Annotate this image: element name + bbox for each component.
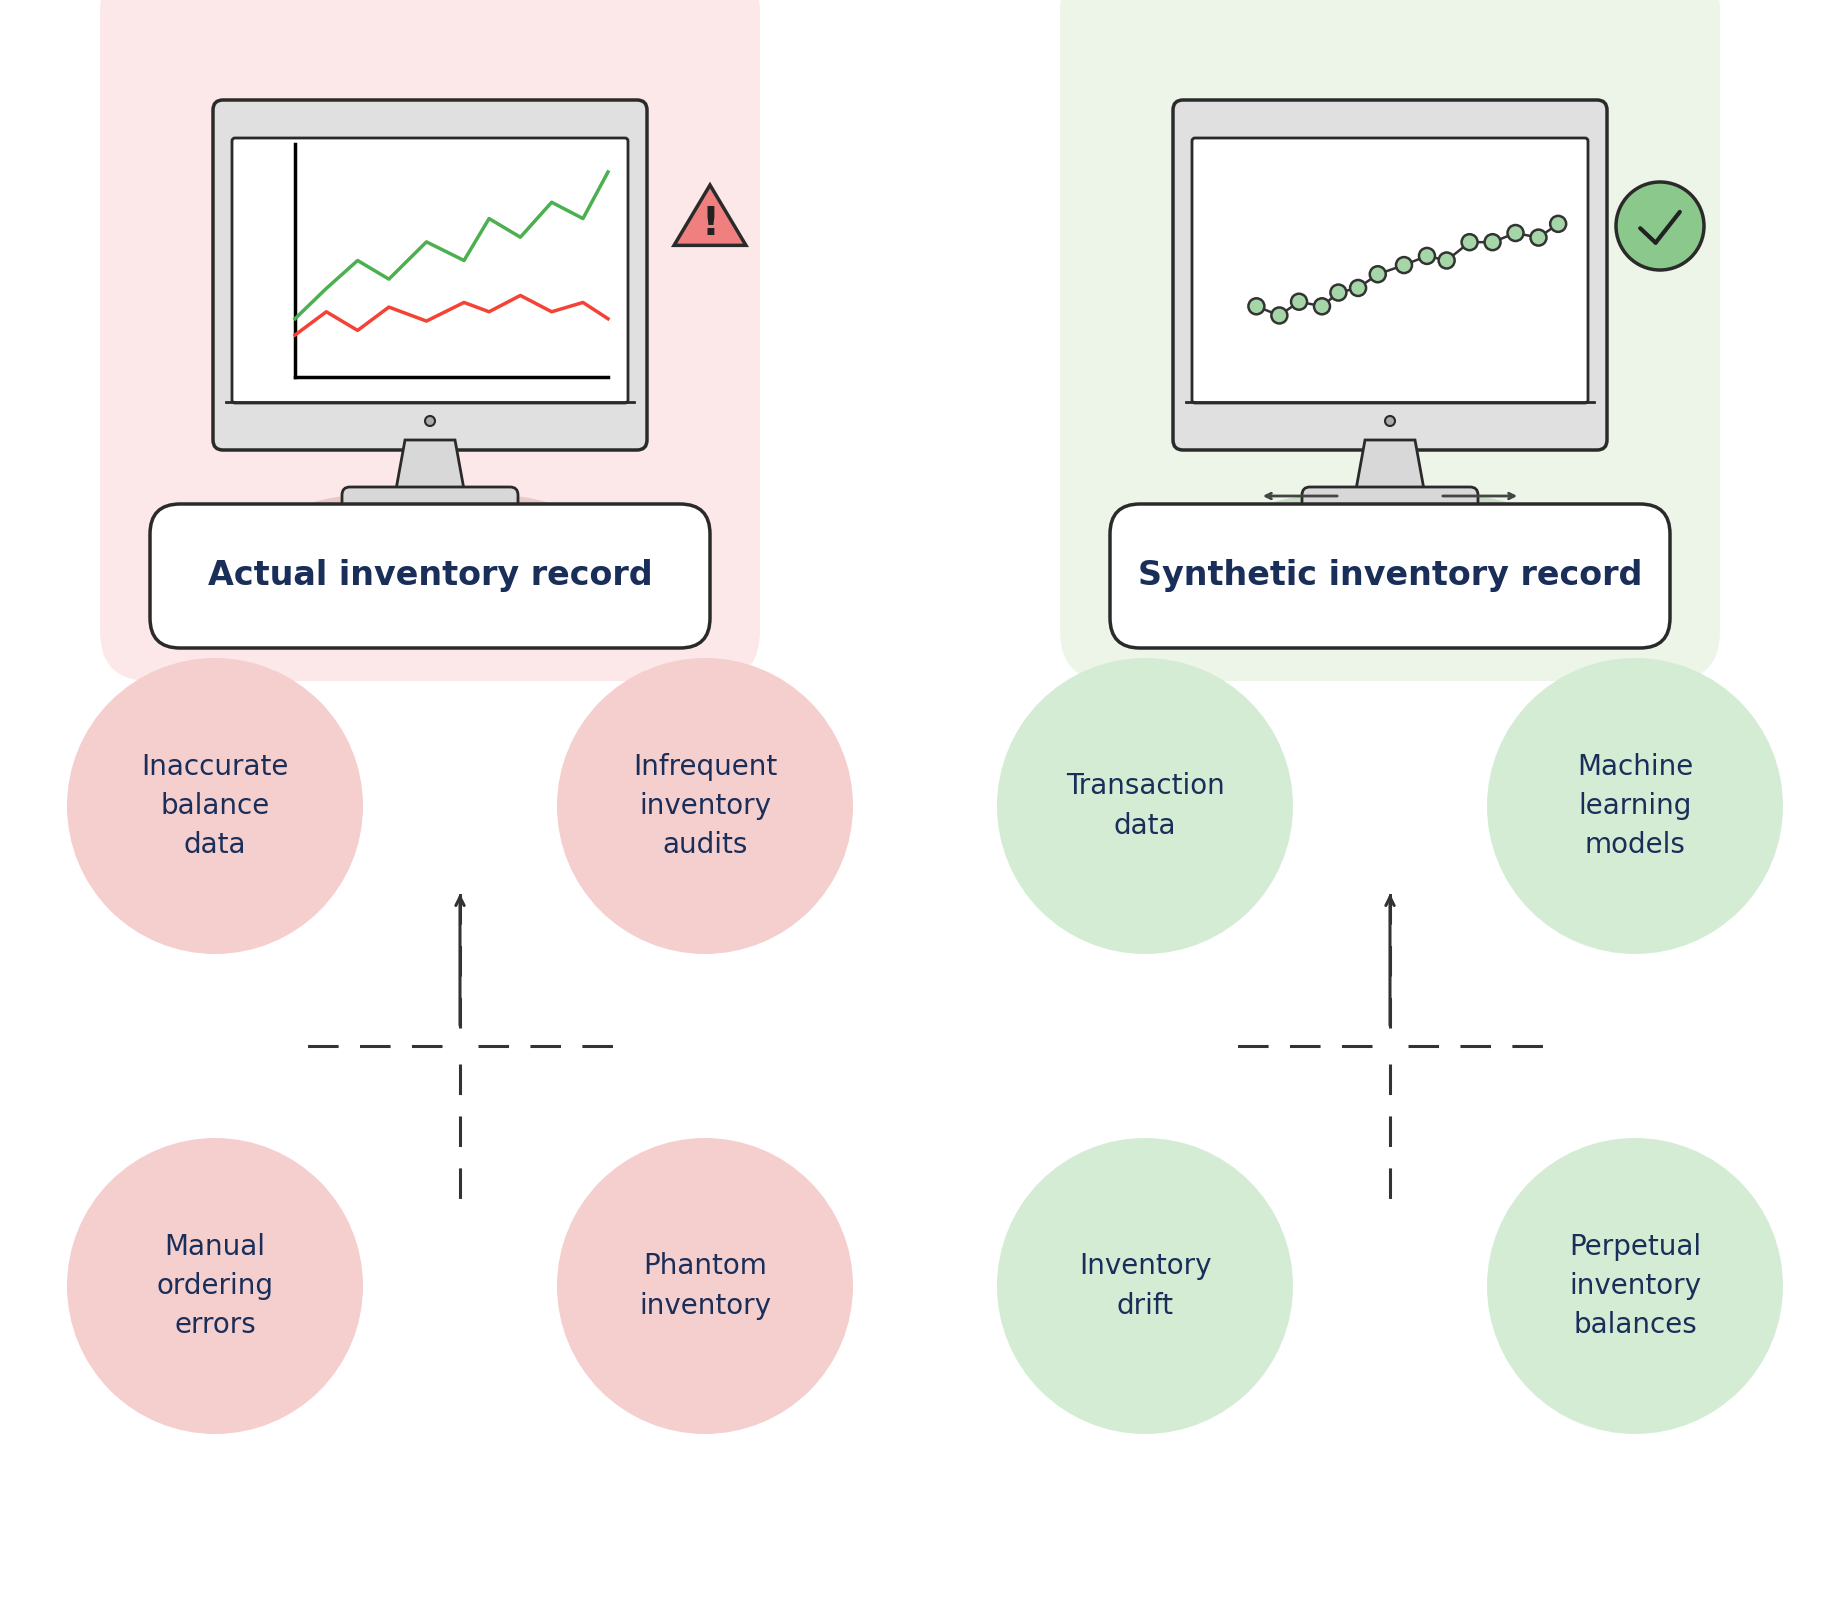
Circle shape <box>1487 1137 1782 1434</box>
Text: Transaction
data: Transaction data <box>1065 773 1224 839</box>
Circle shape <box>1331 285 1347 301</box>
Circle shape <box>997 1137 1294 1434</box>
Circle shape <box>426 416 435 425</box>
FancyBboxPatch shape <box>1109 504 1670 648</box>
Circle shape <box>1530 230 1546 245</box>
Polygon shape <box>1355 440 1425 495</box>
FancyBboxPatch shape <box>232 139 628 403</box>
Circle shape <box>557 1137 853 1434</box>
Polygon shape <box>394 440 464 495</box>
Text: Inventory
drift: Inventory drift <box>1078 1252 1211 1319</box>
Circle shape <box>1439 253 1454 269</box>
Text: !: ! <box>700 205 719 243</box>
Text: Infrequent
inventory
audits: Infrequent inventory audits <box>632 752 778 859</box>
Circle shape <box>1248 298 1264 314</box>
FancyBboxPatch shape <box>100 0 759 681</box>
FancyBboxPatch shape <box>343 487 518 520</box>
Circle shape <box>1369 266 1386 282</box>
Text: Synthetic inventory record: Synthetic inventory record <box>1137 559 1642 593</box>
Polygon shape <box>675 185 746 245</box>
Text: Inaccurate
balance
data: Inaccurate balance data <box>142 752 289 859</box>
FancyBboxPatch shape <box>214 100 647 449</box>
Circle shape <box>66 657 363 954</box>
Circle shape <box>1616 182 1705 271</box>
FancyBboxPatch shape <box>1172 100 1607 449</box>
Circle shape <box>997 657 1294 954</box>
Circle shape <box>1272 308 1288 324</box>
Text: Manual
ordering
errors: Manual ordering errors <box>157 1232 273 1339</box>
FancyBboxPatch shape <box>1060 0 1720 681</box>
Text: Perpetual
inventory
balances: Perpetual inventory balances <box>1568 1232 1701 1339</box>
Circle shape <box>1550 216 1567 232</box>
Circle shape <box>1395 258 1412 274</box>
Circle shape <box>1314 298 1331 314</box>
Circle shape <box>1487 657 1782 954</box>
Text: Actual inventory record: Actual inventory record <box>208 559 652 593</box>
Circle shape <box>1292 293 1307 309</box>
Circle shape <box>1419 248 1436 264</box>
Circle shape <box>1508 226 1524 242</box>
Circle shape <box>557 657 853 954</box>
Circle shape <box>1485 234 1500 250</box>
FancyBboxPatch shape <box>149 504 710 648</box>
Circle shape <box>66 1137 363 1434</box>
Text: Phantom
inventory: Phantom inventory <box>640 1252 770 1319</box>
Circle shape <box>1384 416 1395 425</box>
Circle shape <box>1461 234 1478 250</box>
Text: Machine
learning
models: Machine learning models <box>1578 752 1694 859</box>
FancyBboxPatch shape <box>1192 139 1589 403</box>
Ellipse shape <box>1261 491 1520 532</box>
Circle shape <box>1351 280 1366 296</box>
Ellipse shape <box>300 491 560 532</box>
FancyBboxPatch shape <box>1301 487 1478 520</box>
